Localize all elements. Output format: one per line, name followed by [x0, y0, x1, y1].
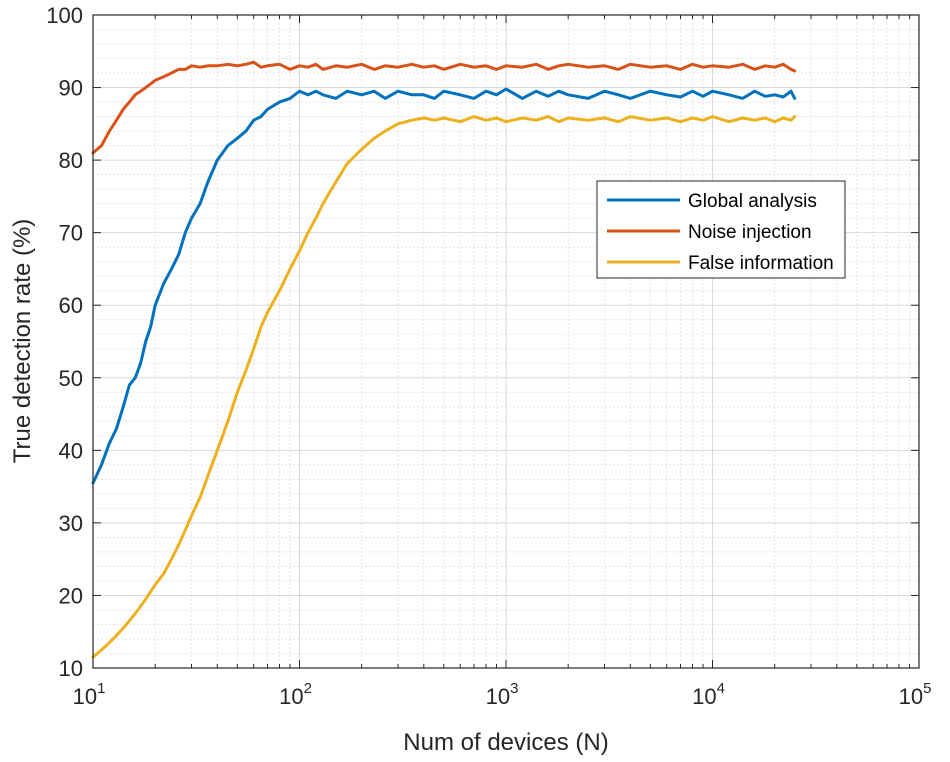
x-tick-label: 102 — [279, 680, 312, 709]
axis-ticks — [92, 14, 920, 669]
x-tick-label: 105 — [899, 680, 932, 709]
series-line-noise-injection — [91, 60, 797, 155]
x-tick-label: 103 — [486, 680, 519, 709]
y-tick-label: 90 — [59, 76, 83, 101]
y-tick-labels: 10 20 30 40 50 60 70 80 90 100 — [46, 3, 83, 681]
y-tick-label: 20 — [59, 583, 83, 608]
series-layer — [91, 60, 797, 659]
x-tick-label: 104 — [692, 680, 725, 709]
y-tick-label: 30 — [59, 511, 83, 536]
x-tick-exponent: 4 — [717, 680, 725, 697]
x-tick-base: 10 — [899, 684, 923, 709]
legend-label-global-analysis: Global analysis — [688, 191, 817, 212]
legend: Global analysis Noise injection False info… — [596, 180, 846, 279]
legend-label-noise-injection: Noise injection — [688, 222, 812, 243]
y-tick-label: 40 — [59, 438, 83, 463]
y-tick-label: 50 — [59, 366, 83, 391]
y-tick-label: 70 — [59, 221, 83, 246]
x-tick-exponent: 1 — [97, 680, 105, 697]
y-tick-label: 100 — [46, 3, 83, 28]
x-tick-exponent: 3 — [510, 680, 518, 697]
y-tick-label: 60 — [59, 293, 83, 318]
x-tick-exponent: 2 — [304, 680, 312, 697]
series-line-false-information — [91, 115, 797, 659]
y-tick-label: 10 — [59, 656, 83, 681]
x-tick-exponent: 5 — [923, 680, 931, 697]
x-tick-label: 101 — [73, 680, 106, 709]
x-tick-base: 10 — [279, 684, 303, 709]
series-line-global-analysis — [91, 87, 797, 485]
x-tick-labels: 101 102 103 104 105 — [73, 680, 932, 709]
x-tick-base: 10 — [73, 684, 97, 709]
x-tick-base: 10 — [486, 684, 510, 709]
x-tick-base: 10 — [692, 684, 716, 709]
x-axis-label: Num of devices (N) — [403, 729, 608, 756]
y-axis-label: True detection rate (%) — [9, 219, 36, 464]
y-tick-label: 80 — [59, 148, 83, 173]
legend-label-false-information: False information — [688, 253, 834, 274]
